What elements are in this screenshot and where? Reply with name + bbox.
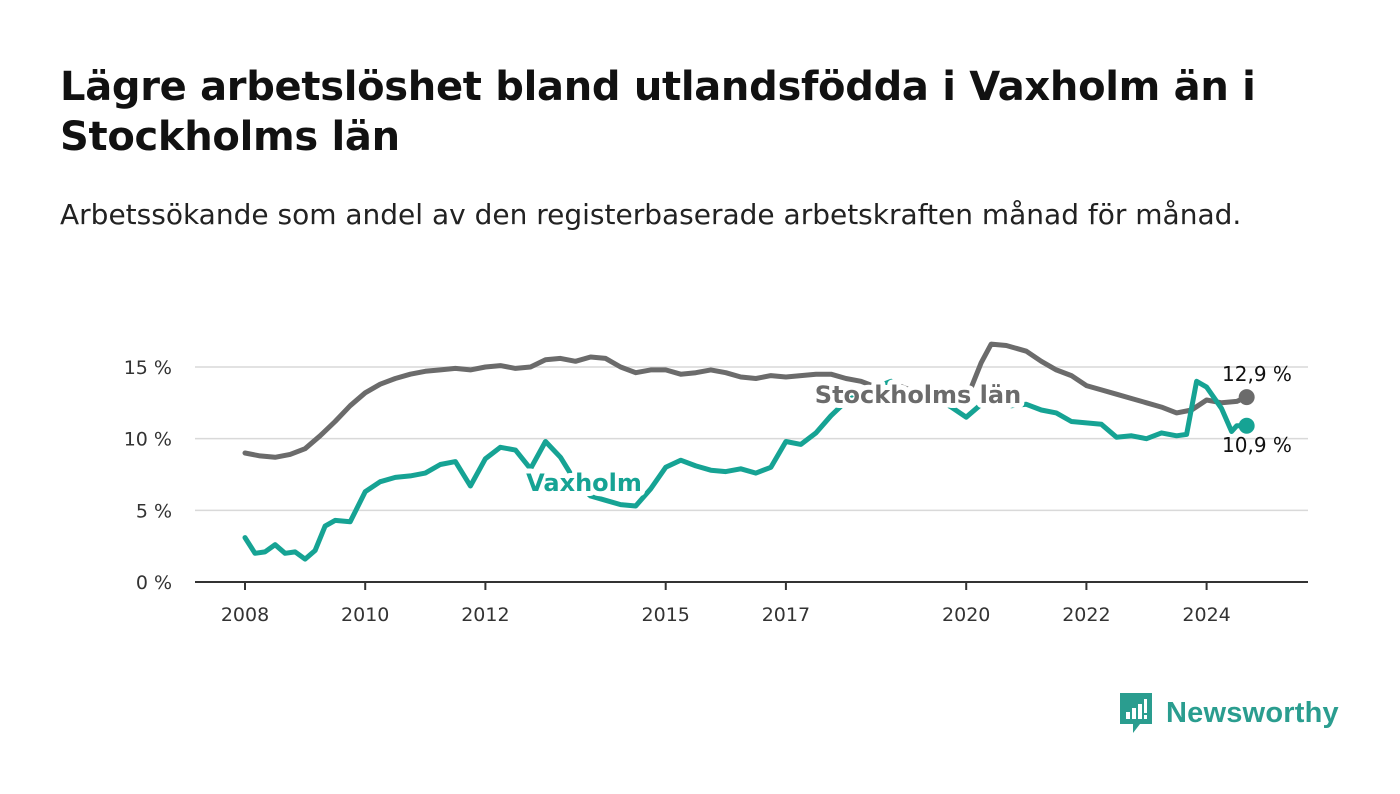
series-name-label-halo: Stockholms län [815,381,1021,409]
x-tick-label: 2017 [762,604,810,626]
x-tick-label: 2008 [221,604,269,626]
series-end-point [1238,417,1255,434]
y-tick-label: 0 % [136,572,172,594]
newsworthy-logo-icon [1120,693,1152,733]
y-tick-label: 15 % [124,357,172,379]
series-name-label: Vaxholm [526,469,642,497]
newsworthy-logo: Newsworthy [1118,690,1339,736]
chart-subtitle: Arbetssökande som andel av den registerb… [60,198,1242,231]
chart-title: Lägre arbetslöshet bland utlandsfödda i … [60,64,1256,160]
series-name-label: Stockholms län [815,381,1021,409]
series-name-label-halo: Vaxholm [526,469,642,497]
brand-name: Newsworthy [1166,696,1339,729]
x-tick-label: 2024 [1182,604,1230,626]
series-line-stockholms-lan [242,341,1250,460]
series-line-vaxholm [242,378,1250,562]
y-tick-label: 10 % [124,429,172,451]
x-tick-label: 2015 [642,604,690,626]
x-tick-label: 2022 [1062,604,1110,626]
x-tick-label: 2012 [461,604,509,626]
x-tick-label: 2010 [341,604,389,626]
y-tick-label: 5 % [136,500,172,522]
series-end-label: 12,9 % [1222,362,1292,386]
series-end-label: 10,9 % [1222,433,1292,457]
series-end-point [1238,389,1255,406]
x-tick-label: 2020 [942,604,990,626]
